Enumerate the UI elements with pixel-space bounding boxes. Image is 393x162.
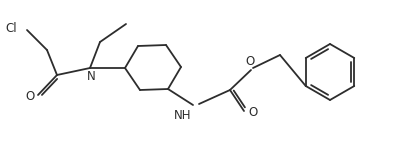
- Text: O: O: [26, 89, 35, 103]
- Text: O: O: [245, 55, 255, 68]
- Text: O: O: [248, 106, 257, 120]
- Text: N: N: [86, 70, 95, 83]
- Text: Cl: Cl: [6, 23, 17, 35]
- Text: NH: NH: [173, 109, 191, 122]
